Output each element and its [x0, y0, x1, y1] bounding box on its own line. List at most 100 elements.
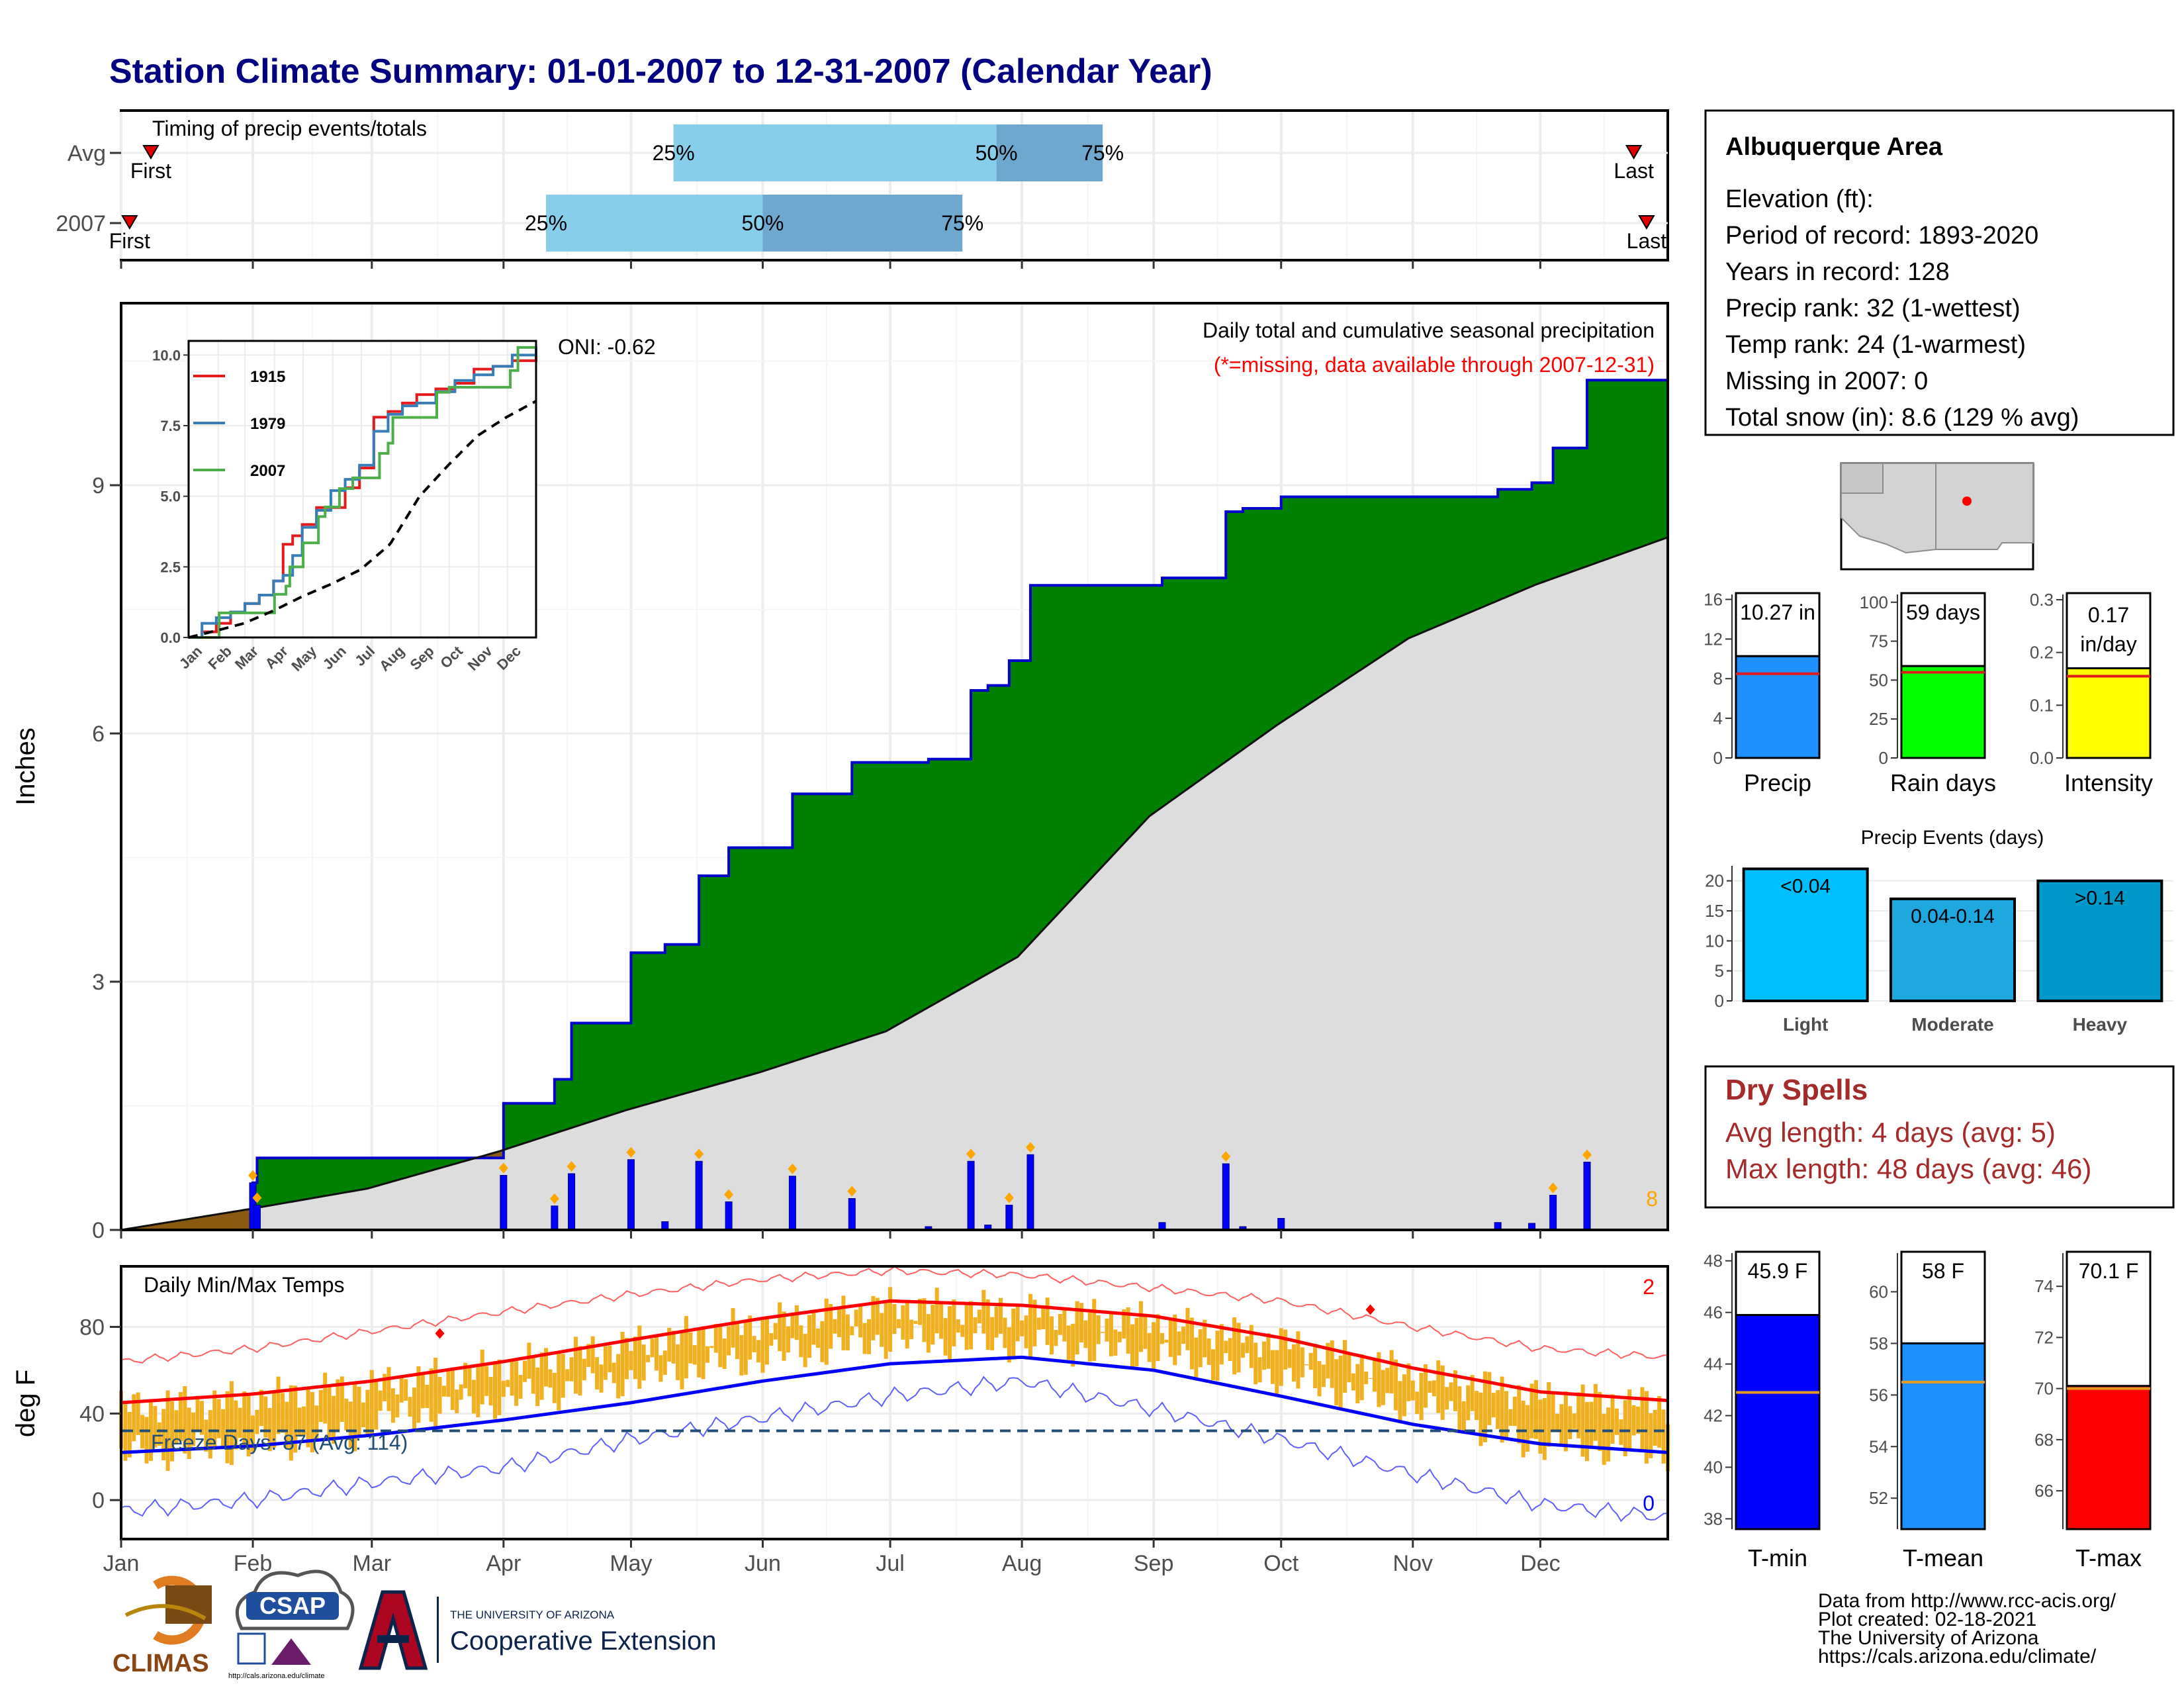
daily-precip-bar [1277, 1218, 1285, 1231]
temp-summary-category-label: T-min [1748, 1544, 1807, 1571]
timing-first-marker [142, 145, 159, 160]
oni-label: ONI: -0.62 [558, 335, 656, 359]
info-line: Precip rank: 32 (1-wettest) [1725, 295, 2021, 322]
temp-summary-bar [1900, 1342, 1986, 1530]
daily-precip-bar [848, 1198, 856, 1231]
record-high-marker [1365, 1304, 1375, 1315]
temp-frame [120, 1265, 1669, 1540]
inset-ytick-label: 2.5 [160, 559, 181, 575]
temp-summary-category-label: T-max [2075, 1544, 2142, 1571]
inset-series-1979 [189, 346, 537, 639]
daily-precip-bar [1549, 1195, 1557, 1231]
daily-precip-bar [1222, 1163, 1230, 1231]
summary-ytick-label: 4 [1713, 708, 1723, 728]
temp-summary-ytick-label: 72 [2034, 1327, 2054, 1347]
inset-series-2007 [189, 346, 536, 639]
event-category-label: Moderate [1911, 1014, 1993, 1035]
daily-precip-bar [725, 1201, 733, 1231]
temp-summary-ytick-label: 66 [2034, 1481, 2054, 1501]
ua-small-text: THE UNIVERSITY OF ARIZONA [450, 1609, 615, 1621]
temp-summary-ytick-label: 54 [1869, 1436, 1888, 1456]
inset-legend-label: 1915 [250, 368, 285, 386]
csap-logo: CSAP http://cals.arizona.edu/climate [228, 1570, 355, 1680]
precip-ytick-label: 6 [92, 722, 105, 747]
daily-temp-range [119, 1287, 1670, 1472]
summary-ytick-label: 25 [1869, 709, 1888, 729]
timing-bar-25-50 [673, 124, 997, 181]
credit-line: Plot created: 02-18-2021 [1818, 1609, 2036, 1630]
avg-min-line [120, 1355, 1668, 1454]
threshold-marker [1221, 1151, 1231, 1162]
record-low-count: 0 [1643, 1491, 1655, 1515]
temp-summary-ytick-label: 56 [1869, 1385, 1888, 1405]
timing-p25-label: 25% [653, 141, 695, 165]
temp-summary-ytick-label: 40 [1704, 1457, 1723, 1477]
credits: Data from http://www.rcc-acis.org/ Plot … [1818, 1590, 2116, 1667]
csap-url: http://cals.arizona.edu/climate [228, 1672, 325, 1680]
inset-background [189, 341, 536, 637]
temp-summary-category-label: T-mean [1903, 1544, 1983, 1571]
timing-bar-50-75 [762, 195, 963, 252]
temp-ytick-label: 0 [92, 1488, 105, 1513]
summary-ytick-label: 0.1 [2030, 695, 2054, 715]
threshold-marker [498, 1162, 508, 1174]
threshold-marker [1582, 1149, 1592, 1160]
daily-precip-bar [1583, 1162, 1591, 1231]
month-tick-label: Dec [1520, 1551, 1560, 1576]
summary-ytick-label: 0 [1713, 748, 1723, 768]
daily-precip-bar [568, 1173, 576, 1231]
temp-summary-ytick-label: 46 [1704, 1303, 1723, 1323]
timing-first-marker [121, 215, 138, 230]
summary-value-label: 0.17 [2088, 603, 2129, 627]
threshold-marker [694, 1149, 704, 1160]
timing-panel: 25% 50% 75% First Last Avg 25% 50% 75% First Last 2… [56, 109, 1669, 269]
month-tick-label: Jan [103, 1551, 140, 1576]
credit-line: The University of Arizona [1818, 1627, 2039, 1649]
precip-ytick-label: 0 [92, 1218, 105, 1243]
threshold-marker [1004, 1192, 1014, 1203]
precip-ylabel: Inches [11, 727, 40, 806]
month-tick-label: Feb [234, 1551, 273, 1576]
normal-cumulative-line [120, 536, 1668, 1231]
info-line: Period of record: 1893-2020 [1725, 222, 2038, 250]
events-title: Precip Events (days) [1861, 827, 2044, 849]
info-box: Albuquerque Area Elevation (ft): Period o… [1704, 109, 2175, 436]
info-line: Missing in 2007: 0 [1725, 367, 1928, 395]
daily-precip-bar [551, 1205, 559, 1231]
summary-ytick-label: 50 [1869, 670, 1888, 690]
precip-frame [120, 302, 1669, 1231]
timing-first-label: First [130, 159, 171, 183]
events-ytick-label: 20 [1705, 871, 1724, 891]
timing-p75-label: 75% [941, 211, 983, 235]
info-line: Years in record: 128 [1725, 258, 1950, 286]
temp-summary-label-box [1900, 1250, 1986, 1344]
normal-cumulative-area [121, 537, 1668, 1230]
locator-map [1840, 462, 2034, 571]
timing-label: Timing of precip events/totals [152, 117, 427, 140]
temp-summary-ytick-label: 58 [1869, 1333, 1888, 1353]
temp-ylabel: deg F [11, 1370, 40, 1437]
daily-precip-bar [253, 1205, 261, 1231]
timing-p50-label: 50% [976, 141, 1018, 165]
event-bar-label: >0.14 [2075, 888, 2125, 910]
precip-ytick-label: 9 [92, 473, 105, 498]
month-tick-label: Mar [353, 1551, 392, 1576]
temp-summary-value-label: 45.9 F [1748, 1259, 1808, 1283]
inset-ytick-label: 5.0 [160, 489, 181, 505]
month-tick-label: May [610, 1551, 652, 1576]
threshold-marker [626, 1147, 636, 1158]
summary-value-label: 59 days [1906, 600, 1980, 624]
summary-ytick-label: 75 [1869, 632, 1888, 651]
dry-spells-max: Max length: 48 days (avg: 46) [1725, 1153, 2091, 1184]
dry-spells-box: Dry Spells Avg length: 4 days (avg: 5) M… [1704, 1065, 2175, 1209]
timing-p50-label: 50% [741, 211, 784, 235]
summary-ytick-label: 100 [1860, 592, 1888, 612]
record-high-count: 2 [1643, 1275, 1655, 1299]
avg-max-line [120, 1299, 1668, 1405]
event-bar-label: 0.04-0.14 [1911, 906, 1995, 927]
threshold-marker [788, 1163, 797, 1174]
temp-summary-ytick-label: 44 [1704, 1354, 1723, 1374]
info-line: Total snow (in): 8.6 (129 % avg) [1725, 404, 2079, 432]
station-name: Albuquerque Area [1725, 133, 1943, 161]
